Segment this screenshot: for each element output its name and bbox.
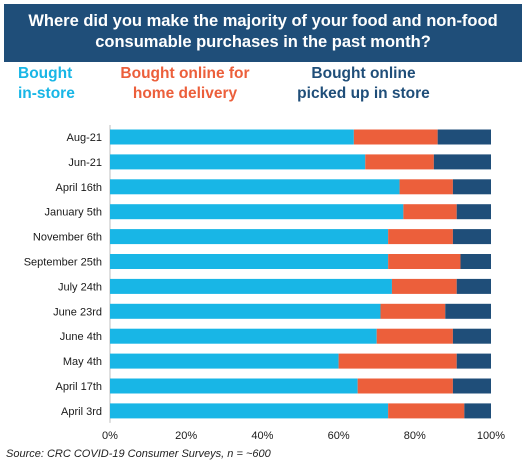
bar-segment-home-delivery xyxy=(376,328,453,344)
chart-title-box: Where did you make the majority of your … xyxy=(4,4,522,62)
bar-segment-in-store xyxy=(110,328,377,344)
bar-segment-in-store xyxy=(110,154,366,170)
bar-segment-picked-up xyxy=(464,403,491,419)
bar-segment-in-store xyxy=(110,229,389,245)
category-label: April 16th xyxy=(56,182,102,194)
x-tick-label: 0% xyxy=(102,430,118,442)
bar-segment-picked-up xyxy=(460,254,491,269)
x-tick-label: 100% xyxy=(477,430,505,442)
bar-segment-in-store xyxy=(110,204,404,220)
bar-segment-picked-up xyxy=(452,378,491,394)
category-label: June 23rd xyxy=(53,306,102,318)
x-tick-label: 80% xyxy=(404,430,426,442)
category-label: September 25th xyxy=(24,257,102,269)
category-label: May 4th xyxy=(63,356,102,368)
bar-segment-picked-up xyxy=(452,229,491,245)
bar-segment-picked-up xyxy=(456,353,491,369)
legend-in-store: Bought in-store xyxy=(18,65,75,102)
bar-segment-home-delivery xyxy=(403,204,457,220)
source-note: Source: CRC COVID-19 Consumer Surveys, n… xyxy=(6,448,271,460)
bar-segment-in-store xyxy=(110,353,339,369)
legend-picked-up: Bought online picked up in store xyxy=(297,65,430,102)
category-label: July 24th xyxy=(58,281,102,293)
bar-segment-home-delivery xyxy=(388,254,461,269)
bar-segment-in-store xyxy=(110,129,354,145)
bar-segment-home-delivery xyxy=(391,278,457,294)
category-label: April 17th xyxy=(56,381,102,393)
x-tick-label: 40% xyxy=(251,430,273,442)
bar-segment-in-store xyxy=(110,179,400,195)
bar-segment-in-store xyxy=(110,403,389,419)
bar-segment-in-store xyxy=(110,378,358,394)
bar-segment-home-delivery xyxy=(380,303,446,319)
bar-segment-picked-up xyxy=(456,204,491,220)
bar-segment-in-store xyxy=(110,254,389,269)
bar-segment-home-delivery xyxy=(357,378,453,394)
category-label: November 6th xyxy=(33,232,102,244)
bar-segment-picked-up xyxy=(437,129,491,145)
bar-segment-home-delivery xyxy=(338,353,457,369)
bar-segment-picked-up xyxy=(456,278,491,294)
chart-title: Where did you make the majority of your … xyxy=(28,12,498,51)
bar-segment-home-delivery xyxy=(399,179,453,195)
bar-segment-picked-up xyxy=(445,303,491,319)
category-label: Jun-21 xyxy=(68,157,102,169)
bar-segment-home-delivery xyxy=(365,154,434,170)
category-label: June 4th xyxy=(60,331,102,343)
bar-segment-home-delivery xyxy=(353,129,438,145)
bar-segment-in-store xyxy=(110,278,392,294)
category-label: April 3rd xyxy=(61,406,102,418)
x-tick-label: 20% xyxy=(175,430,197,442)
x-tick-label: 60% xyxy=(328,430,350,442)
bar-segment-in-store xyxy=(110,303,381,319)
category-label: Aug-21 xyxy=(67,132,102,144)
bar-segment-home-delivery xyxy=(388,229,453,245)
bar-segment-picked-up xyxy=(452,179,491,195)
category-label: January 5th xyxy=(45,207,102,219)
bar-segment-picked-up xyxy=(452,328,491,344)
bar-segment-picked-up xyxy=(433,154,491,170)
bar-segment-home-delivery xyxy=(388,403,465,419)
legend-home-delivery: Bought online for home delivery xyxy=(120,65,250,102)
